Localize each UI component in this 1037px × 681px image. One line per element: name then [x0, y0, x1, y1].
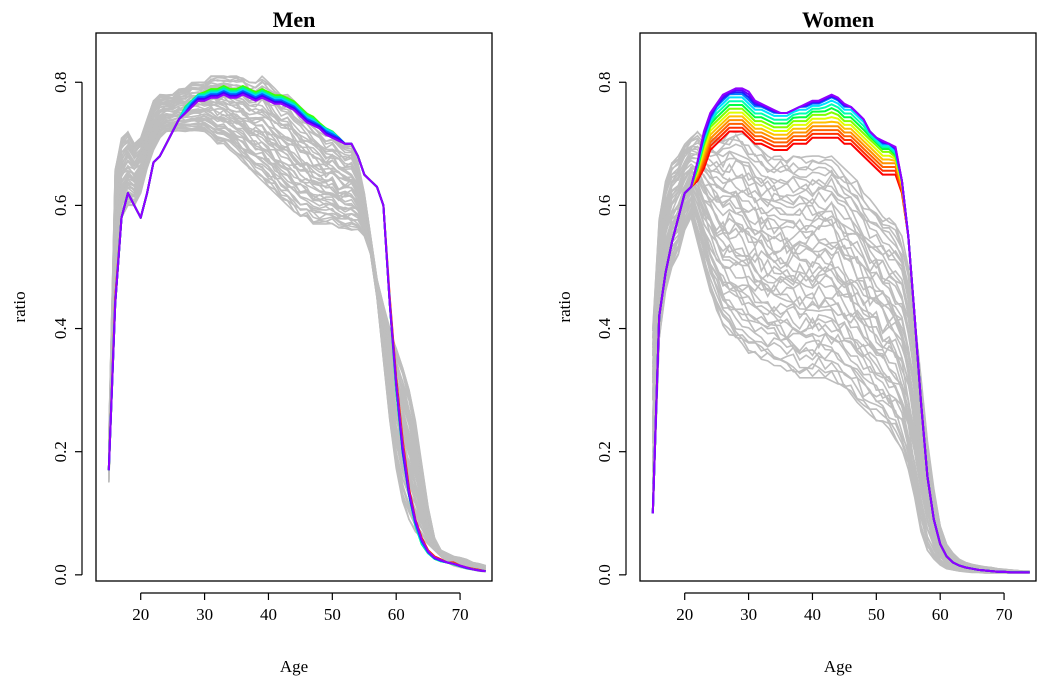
- x-axis-label: Age: [280, 657, 308, 676]
- chart-women: 20 30 40 50 60 70 0.0 0.2 0.4 0.6 0.8 Women Age r…: [555, 7, 1037, 676]
- highlight-series-line: [107, 93, 486, 573]
- background-series-line: [108, 115, 486, 571]
- background-series-group: [108, 75, 486, 573]
- highlight-series-group: [107, 85, 486, 573]
- highlight-series-line: [107, 85, 486, 573]
- background-series-line: [652, 159, 1030, 573]
- background-series-line: [108, 93, 486, 569]
- background-series-line: [108, 102, 486, 570]
- y-axis-label: ratio: [555, 291, 574, 322]
- y-tick-label: 0.6: [51, 195, 70, 216]
- y-axis: 0.0 0.2 0.4 0.6 0.8: [595, 72, 627, 585]
- background-series-line: [652, 177, 1030, 573]
- background-series-line: [108, 101, 486, 570]
- x-tick-label: 20: [132, 605, 149, 624]
- x-tick-label: 40: [260, 605, 277, 624]
- background-series-line: [108, 102, 486, 570]
- y-tick-label: 0.0: [595, 564, 614, 585]
- x-tick-label: 50: [868, 605, 885, 624]
- x-tick-label: 70: [996, 605, 1013, 624]
- x-tick-label: 40: [804, 605, 821, 624]
- y-tick-label: 0.4: [595, 317, 614, 339]
- x-tick-label: 30: [740, 605, 757, 624]
- y-tick-label: 0.6: [595, 195, 614, 216]
- background-series-line: [108, 75, 486, 567]
- x-tick-label: 30: [196, 605, 213, 624]
- highlight-series-line: [651, 87, 1030, 574]
- background-series-line: [108, 75, 486, 567]
- y-axis-label: ratio: [10, 291, 29, 322]
- background-series-line: [108, 102, 486, 570]
- x-tick-label: 50: [324, 605, 341, 624]
- background-series-line: [108, 110, 486, 571]
- background-series-line: [108, 81, 486, 567]
- background-series-line: [108, 122, 486, 572]
- y-tick-label: 0.2: [51, 441, 70, 462]
- background-series-line: [652, 137, 1030, 573]
- chart-title: Men: [273, 7, 316, 32]
- background-series-line: [108, 129, 486, 573]
- background-series-line: [108, 81, 486, 567]
- highlight-series-line: [651, 122, 1030, 574]
- x-axis: 20 30 40 50 60 70: [676, 592, 1013, 624]
- x-tick-label: 60: [388, 605, 405, 624]
- y-tick-label: 0.2: [595, 441, 614, 462]
- x-tick-label: 20: [676, 605, 693, 624]
- background-series-group: [652, 130, 1030, 574]
- background-series-line: [108, 93, 486, 569]
- y-axis: 0.0 0.2 0.4 0.6 0.8: [51, 72, 83, 585]
- chart-title: Women: [802, 7, 874, 32]
- background-series-line: [108, 86, 486, 568]
- x-tick-label: 60: [932, 605, 949, 624]
- background-series-line: [108, 94, 486, 569]
- background-series-line: [652, 142, 1030, 573]
- background-series-line: [108, 128, 486, 573]
- background-series-line: [108, 121, 486, 572]
- x-tick-label: 70: [452, 605, 469, 624]
- y-tick-label: 0.4: [51, 317, 70, 339]
- background-series-line: [652, 176, 1030, 573]
- chart-men: 20 30 40 50 60 70 0.0 0.2 0.4 0.6 0.8 Men Age rat…: [10, 7, 493, 676]
- x-axis-label: Age: [824, 657, 852, 676]
- highlight-series-line: [107, 85, 486, 573]
- plot-frame: [639, 32, 1037, 582]
- y-tick-label: 0.8: [595, 72, 614, 93]
- background-series-line: [652, 173, 1030, 573]
- background-series-line: [108, 109, 486, 570]
- background-series-line: [108, 126, 486, 572]
- background-series-line: [108, 110, 486, 570]
- y-tick-label: 0.8: [51, 72, 70, 93]
- highlight-series-group: [651, 87, 1030, 574]
- x-axis: 20 30 40 50 60 70: [132, 592, 469, 624]
- background-series-line: [108, 112, 486, 571]
- background-series-line: [108, 117, 486, 571]
- y-tick-label: 0.0: [51, 564, 70, 585]
- plot-frame: [95, 32, 493, 582]
- background-series-line: [108, 86, 486, 568]
